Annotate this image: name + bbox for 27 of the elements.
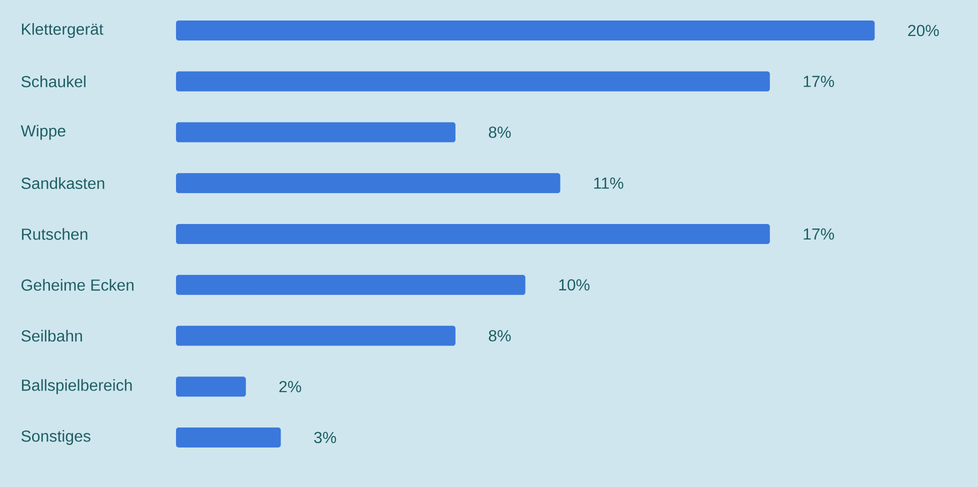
y-tick-label: Rutschen — [22, 228, 88, 240]
data-label: 2% — [279, 380, 302, 392]
data-label: 8% — [488, 126, 511, 138]
bar — [176, 427, 281, 448]
bar — [176, 224, 770, 244]
data-label: 3% — [314, 432, 336, 444]
bar — [176, 122, 456, 142]
bar — [176, 376, 246, 397]
data-label: 17% — [804, 76, 834, 87]
bar — [176, 173, 560, 194]
bar — [176, 71, 770, 92]
data-label: 8% — [488, 330, 511, 342]
y-tick-label: Klettergerät — [22, 23, 104, 38]
data-label: 11% — [594, 178, 624, 189]
bar — [176, 326, 456, 346]
y-tick-label: Sandkasten — [21, 177, 104, 189]
y-tick-label: Sonstiges — [21, 430, 90, 445]
y-tick-label: Wippe — [20, 124, 66, 140]
y-tick-label: Schaukel — [21, 76, 86, 88]
bar — [176, 20, 875, 41]
y-tick-label: Seilbahn — [21, 330, 82, 342]
data-label: 20% — [908, 24, 939, 36]
y-tick-label: Geheime Ecken — [22, 279, 134, 291]
data-label: 10% — [559, 279, 590, 291]
bar — [176, 274, 526, 295]
data-label: 17% — [804, 228, 834, 240]
y-tick-label: Ballspielbereich — [22, 379, 132, 394]
